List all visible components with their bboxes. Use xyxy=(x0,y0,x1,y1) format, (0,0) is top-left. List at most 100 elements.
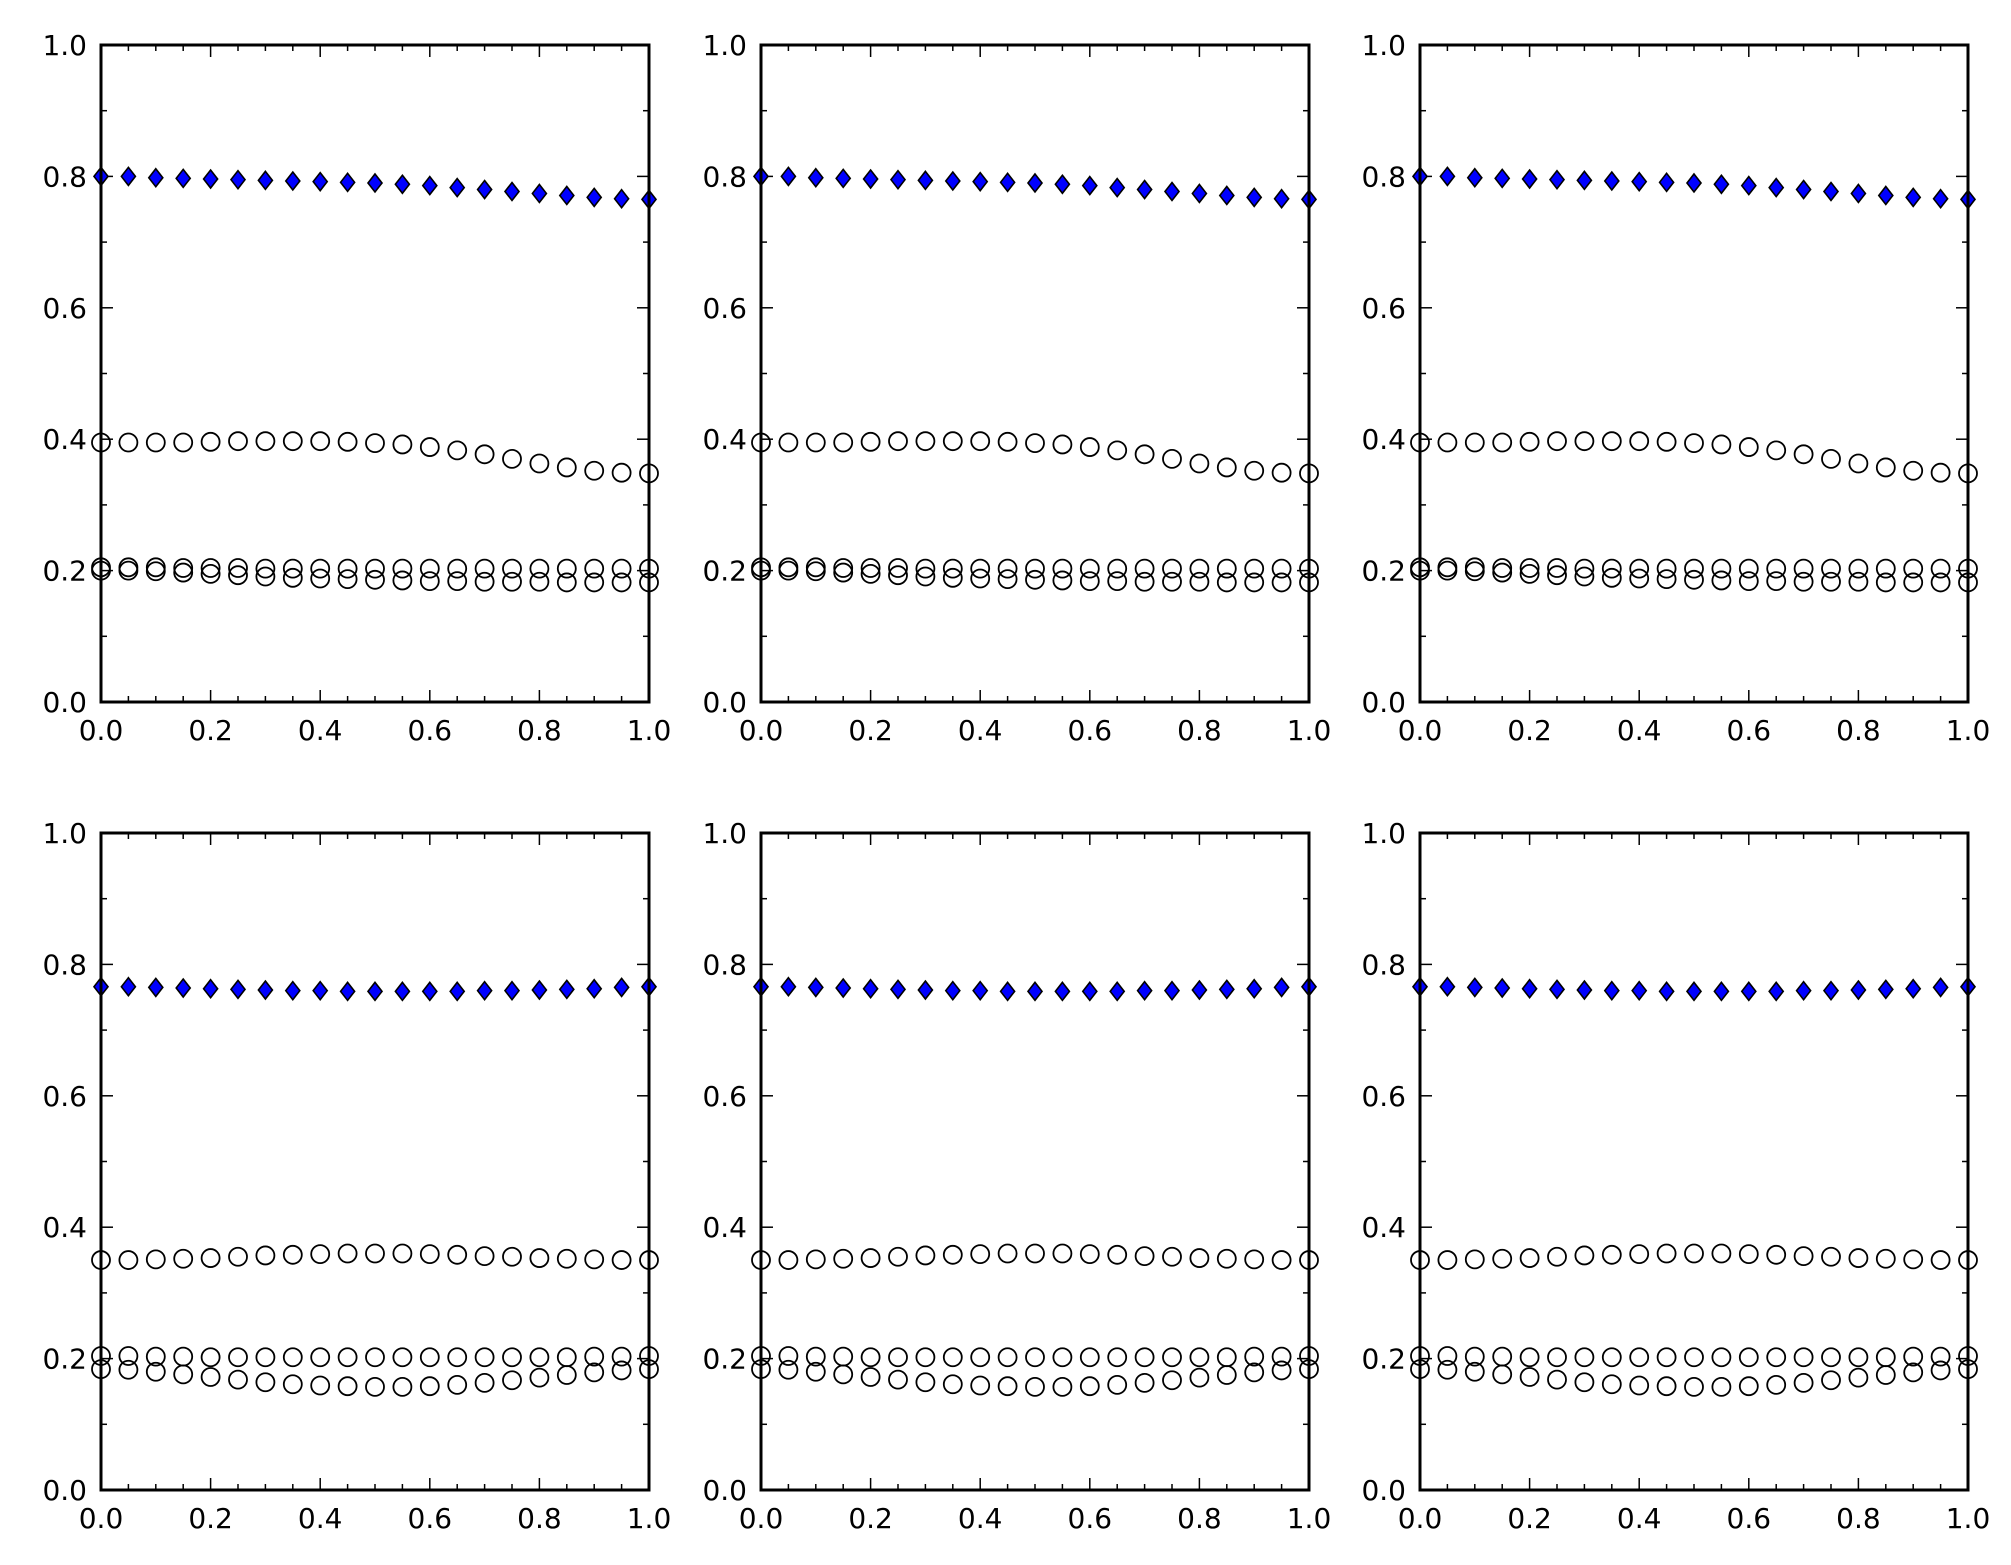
circle-point xyxy=(1464,1361,1485,1382)
circle-point xyxy=(118,1346,139,1366)
circle-point xyxy=(1793,558,1814,579)
diamond-point xyxy=(421,175,438,196)
diamond-point xyxy=(1273,188,1290,210)
diamond-point xyxy=(917,979,934,1001)
diamond-point xyxy=(339,981,356,1002)
circle-point xyxy=(1547,565,1567,586)
circle-point xyxy=(337,569,358,590)
x-tick-label: 1.0 xyxy=(1287,1502,1332,1535)
circle-point xyxy=(474,444,495,465)
circle-point xyxy=(1437,560,1458,581)
circle-point xyxy=(1601,567,1622,588)
circle-point xyxy=(833,1346,854,1367)
x-tick-label: 0.6 xyxy=(1727,1502,1772,1535)
series-2 xyxy=(91,431,659,484)
diamond-point xyxy=(339,172,356,193)
y-tick-label: 0.8 xyxy=(702,948,747,981)
circle-point xyxy=(337,1376,358,1397)
series-3 xyxy=(1410,1346,1978,1368)
diamond-point xyxy=(1246,187,1263,208)
circle-point xyxy=(970,568,991,589)
circle-point xyxy=(805,1249,826,1270)
circle-point xyxy=(1793,1373,1814,1393)
circle-point xyxy=(1547,431,1567,452)
circle-point xyxy=(1492,432,1513,453)
circle-point xyxy=(1793,1246,1814,1267)
circle-point xyxy=(970,1347,991,1368)
series-1 xyxy=(1411,166,1977,210)
diamond-point xyxy=(449,177,466,198)
circle-point xyxy=(1711,1376,1732,1397)
diamond-point xyxy=(1932,977,1949,998)
circle-point xyxy=(1134,444,1155,465)
circle-point xyxy=(255,1347,276,1368)
x-tick-label: 0.6 xyxy=(408,714,453,747)
circle-point xyxy=(888,1246,908,1267)
diamond-point xyxy=(1163,181,1181,202)
y-tick-label: 0.6 xyxy=(42,292,87,325)
diamond-point xyxy=(366,981,384,1002)
circle-point xyxy=(1821,571,1841,592)
x-tick-label: 0.0 xyxy=(739,714,784,747)
circle-point xyxy=(255,566,276,587)
x-tick-label: 0.0 xyxy=(79,714,124,747)
circle-point xyxy=(1930,1346,1951,1367)
circle-point xyxy=(1848,558,1869,579)
circle-point xyxy=(1162,558,1182,579)
circle-point xyxy=(200,431,221,452)
series-1 xyxy=(92,976,658,1002)
circle-point xyxy=(556,572,577,593)
circle-point xyxy=(1793,444,1814,465)
circle-point xyxy=(255,558,276,579)
circle-point xyxy=(1244,1249,1265,1270)
circle-point xyxy=(337,1243,358,1264)
diamond-point xyxy=(1905,187,1922,208)
circle-point xyxy=(529,571,550,592)
diamond-point xyxy=(1768,981,1785,1002)
x-tick-label: 0.8 xyxy=(517,714,562,747)
circle-point xyxy=(1766,558,1787,579)
circle-point xyxy=(282,567,303,588)
circle-point xyxy=(282,558,303,579)
circle-point xyxy=(1437,1250,1458,1270)
circle-point xyxy=(392,1376,413,1397)
diamond-point xyxy=(120,976,137,998)
y-tick-label: 0.2 xyxy=(702,1343,747,1376)
x-tick-label: 0.4 xyxy=(958,714,1003,747)
series-1 xyxy=(92,166,658,210)
circle-point xyxy=(1903,1362,1924,1383)
diamond-point xyxy=(1795,179,1812,200)
circle-point xyxy=(833,1248,854,1269)
circle-point xyxy=(1547,1369,1567,1390)
circle-point xyxy=(1875,558,1896,579)
circle-point xyxy=(1216,1347,1237,1368)
circle-point xyxy=(997,558,1018,579)
circle-point xyxy=(1848,1347,1869,1368)
y-tick-label: 0.6 xyxy=(1361,292,1406,325)
circle-point xyxy=(860,1347,881,1368)
circle-point xyxy=(1134,1246,1155,1267)
x-tick-label: 0.2 xyxy=(848,714,893,747)
axes-frame xyxy=(99,43,651,704)
circle-point xyxy=(1930,1360,1951,1381)
circle-point xyxy=(1492,1346,1513,1367)
circle-point xyxy=(392,1243,413,1264)
circle-point xyxy=(419,1244,440,1265)
circle-point xyxy=(1271,558,1292,579)
circle-point xyxy=(1271,462,1292,483)
circle-point xyxy=(1629,1375,1650,1396)
circle-point xyxy=(145,432,166,453)
circle-point xyxy=(365,558,385,579)
circle-point xyxy=(310,568,331,589)
circle-point xyxy=(255,1245,276,1266)
circle-point xyxy=(447,558,468,579)
circle-point xyxy=(584,1249,605,1270)
circle-point xyxy=(1464,1249,1485,1270)
circle-point xyxy=(529,1347,550,1368)
y-tick-label: 0.6 xyxy=(1361,1080,1406,1113)
circle-point xyxy=(447,1347,468,1368)
circle-point xyxy=(1656,1347,1677,1368)
series-4 xyxy=(751,1359,1319,1397)
diamond-point xyxy=(1603,170,1620,192)
circle-point xyxy=(1547,1246,1567,1267)
